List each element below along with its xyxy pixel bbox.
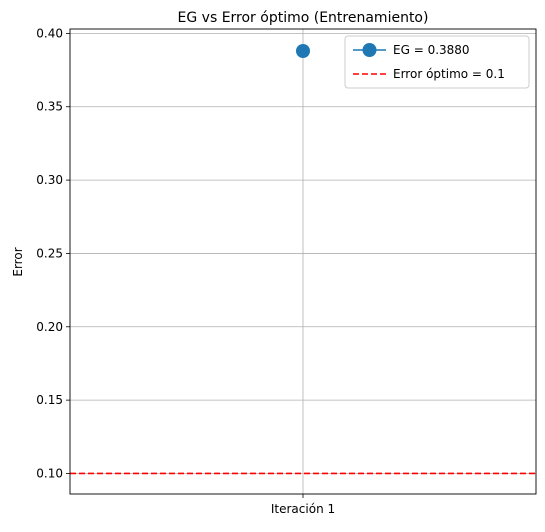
legend-reference-label: Error óptimo = 0.1 xyxy=(393,67,505,81)
legend-series-label: EG = 0.3880 xyxy=(393,43,470,57)
y-tick-label: 0.35 xyxy=(36,100,63,114)
x-tick-label: Iteración 1 xyxy=(271,502,335,516)
y-axis-label: Error xyxy=(11,247,25,276)
legend-box xyxy=(344,35,530,89)
series-layer xyxy=(296,44,310,59)
legend: EG = 0.3880 Error óptimo = 0.1 xyxy=(344,35,530,89)
y-tick-label: 0.25 xyxy=(36,246,63,260)
chart-title: EG vs Error óptimo (Entrenamiento) xyxy=(178,10,429,26)
legend-series-marker-swatch xyxy=(362,43,377,57)
y-tick-label: 0.15 xyxy=(36,393,63,407)
y-axis: 0.10 0.15 0.20 0.25 0.30 0.35 0.40 xyxy=(36,26,70,480)
y-tick-label: 0.40 xyxy=(36,26,63,40)
y-tick-label: 0.20 xyxy=(36,320,63,334)
y-tick-label: 0.30 xyxy=(36,173,63,187)
data-point-eg xyxy=(296,44,310,59)
x-axis: Iteración 1 xyxy=(271,494,335,516)
y-tick-label: 0.10 xyxy=(36,466,63,480)
